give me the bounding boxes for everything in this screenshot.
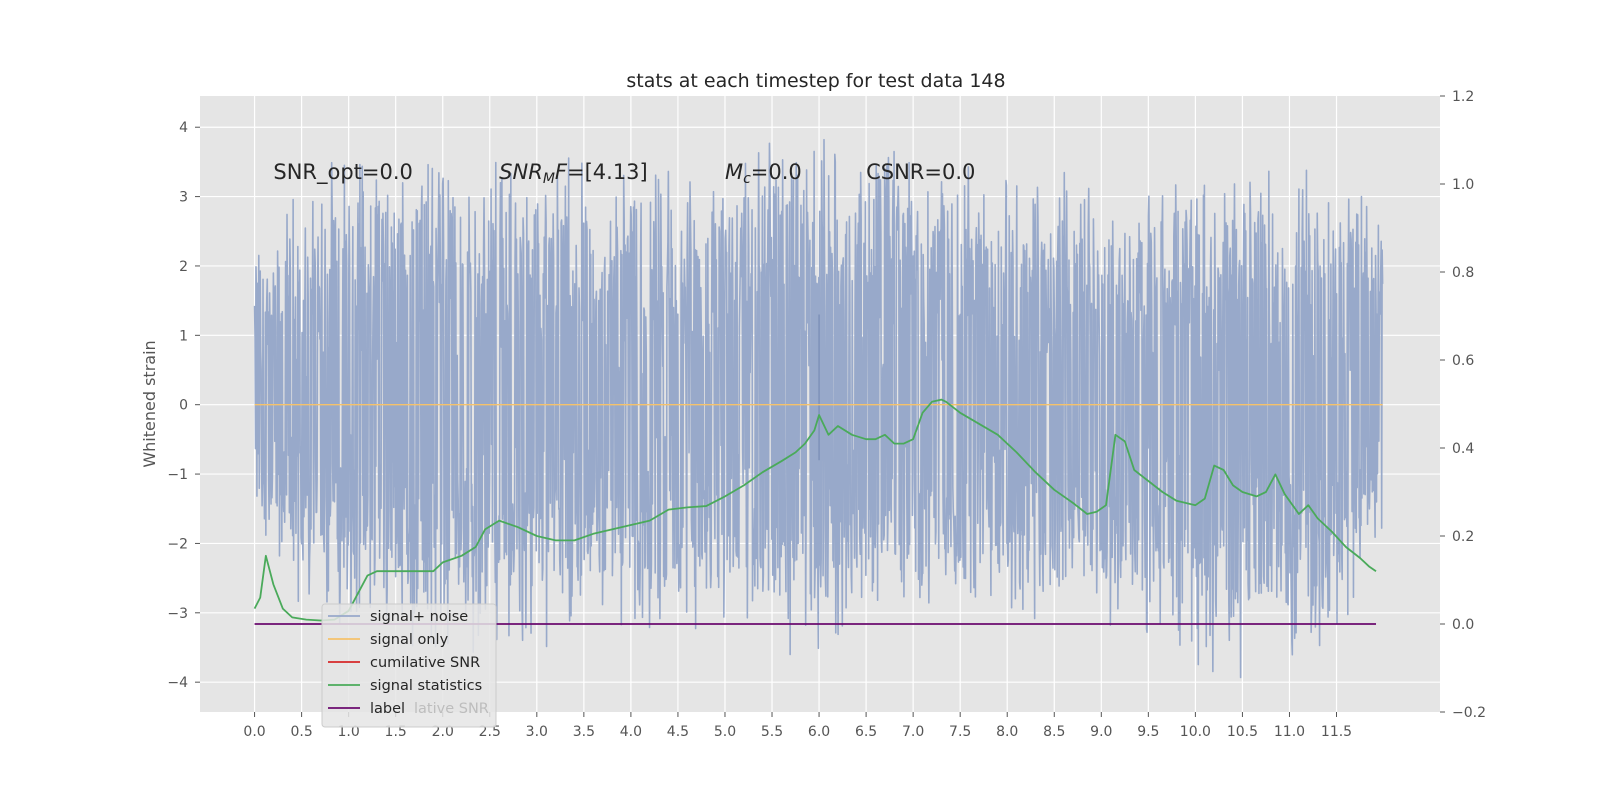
y2-tick-label: 1.0 [1452,177,1474,193]
x-tick-label: 4.0 [620,724,642,740]
x-tick-label: 9.0 [1090,724,1112,740]
y2-tick-label: 0.0 [1452,617,1474,633]
series-line [253,398,1377,622]
annotation-2: SNRMF=[4.13] [499,160,648,187]
y-tick-label: −4 [167,675,188,691]
x-tick-label: 7.5 [949,724,971,740]
legend-entry: signal statistics [370,678,482,694]
legend: signal+ noise signal only cumilative SNR si… [321,603,497,728]
x-tick-label: 5.0 [714,724,736,740]
x-tick-label: 11.5 [1321,724,1352,740]
x-tick-label: 2.0 [432,724,454,740]
y2-tick-label: 0.6 [1452,353,1474,369]
x-tick-label: 6.0 [808,724,830,740]
x-tick-label: 0.5 [290,724,312,740]
x-tick-label: 3.0 [526,724,548,740]
y-tick-label: 2 [179,259,188,275]
x-tick-label: 0.0 [243,724,265,740]
y2-tick-label: 1.2 [1452,89,1474,105]
x-tick-label: 1.5 [385,724,407,740]
annotation-1: SNR_opt=0.0 [273,160,413,185]
annotation-3: Mc=0.0 [725,160,802,187]
y-tick-label: 1 [179,328,188,344]
x-tick-label: 11.0 [1274,724,1305,740]
y-tick-label: −2 [167,536,188,552]
legend-entry: cumilative SNR [370,655,480,671]
y-axis-label: Whitened strain [140,340,159,467]
legend-ghost-text: lative SNR [414,701,489,717]
legend-entry: label [370,701,405,717]
x-tick-label: 7.0 [902,724,924,740]
x-tick-label: 4.5 [667,724,689,740]
x-tick-label: 6.5 [855,724,877,740]
y-tick-label: −1 [167,467,188,483]
x-tick-label: 2.5 [479,724,501,740]
strain-trace [253,138,1384,679]
legend-box [321,603,497,728]
y2-tick-label: −0.2 [1452,705,1486,721]
annotations: SNR_opt=0.0 SNRMF=[4.13] Mc=0.0 CSNR=0.0 [273,160,975,187]
y-tick-label: −3 [167,606,188,622]
x-tick-label: 10.0 [1180,724,1211,740]
y2-tick-label: 0.4 [1452,441,1474,457]
x-tick-label: 1.0 [338,724,360,740]
series-signal-noise [253,138,1384,679]
y-tick-label: 4 [179,120,188,136]
x-tick-label: 10.5 [1227,724,1258,740]
x-tick-label: 3.5 [573,724,595,740]
x-tick-label: 8.5 [1043,724,1065,740]
legend-entry: signal+ noise [370,609,468,625]
chart-title: stats at each timestep for test data 148 [626,70,1005,92]
x-tick-label: 8.0 [996,724,1018,740]
legend-entry: signal only [370,632,449,648]
y2-tick-label: 0.8 [1452,265,1474,281]
series-signal-statistics [253,398,1377,622]
x-tick-label: 5.5 [761,724,783,740]
y2-tick-label: 0.2 [1452,529,1474,545]
x-tick-label: 9.5 [1137,724,1159,740]
y-tick-label: 0 [179,398,188,414]
axes: 0.0 0.5 1.0 1.5 2.0 2.5 3.0 3.5 4.0 4.5 5.0 5.5 6.0 6… [167,89,1486,740]
y-tick-label: 3 [179,190,188,206]
annotation-4: CSNR=0.0 [866,160,975,184]
